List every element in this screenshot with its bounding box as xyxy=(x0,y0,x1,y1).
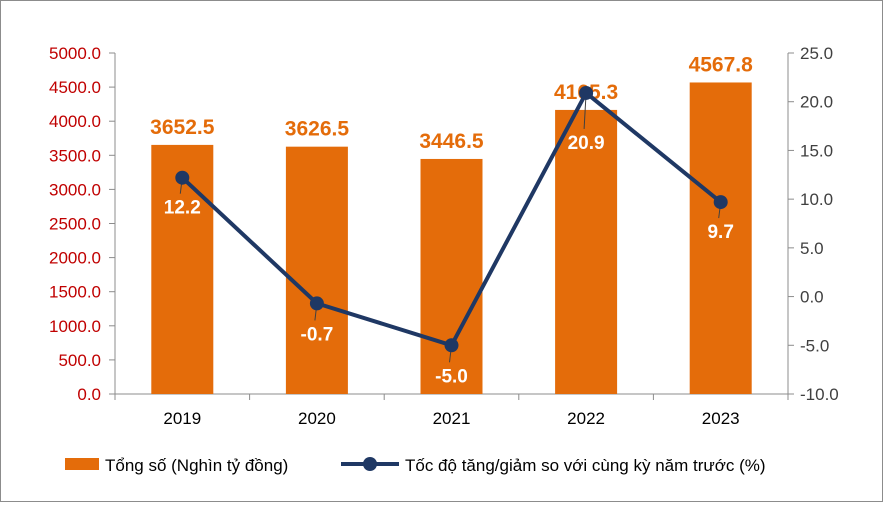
legend-label-line: Tốc độ tăng/giảm so với cùng kỳ năm trướ… xyxy=(405,456,766,475)
line-point xyxy=(309,296,324,311)
right-axis-tick-label: 15.0 xyxy=(800,141,833,160)
left-axis-tick-label: 3000.0 xyxy=(49,180,101,199)
left-axis-tick-label: 2000.0 xyxy=(49,249,101,268)
right-axis-tick-label: 20.0 xyxy=(800,93,833,112)
left-axis-tick-label: 5000.0 xyxy=(49,44,101,63)
left-axis-tick-label: 1500.0 xyxy=(49,283,101,302)
bar xyxy=(689,82,752,394)
legend-label-bar: Tổng số (Nghìn tỷ đồng) xyxy=(105,456,288,475)
legend-swatch-bar xyxy=(65,458,99,470)
bar-data-label: 3626.5 xyxy=(285,118,350,141)
left-axis-tick-label: 3500.0 xyxy=(49,146,101,165)
line-series: 12.2 -0.7 -5.0 20.9 9.7 xyxy=(164,85,734,387)
line-data-label: 20.9 xyxy=(568,133,605,154)
line-point xyxy=(444,338,459,353)
right-axis-tick-label: 0.0 xyxy=(800,288,824,307)
right-axis-tick-label: -5.0 xyxy=(800,336,829,355)
line-data-label: -0.7 xyxy=(301,324,334,345)
x-axis-tick-label: 2023 xyxy=(702,409,740,428)
right-axis: -10.0 -5.0 0.0 5.0 10.0 15.0 20.0 25.0 xyxy=(787,44,839,404)
left-axis-tick-label: 4000.0 xyxy=(49,112,101,131)
right-axis-tick-label: 10.0 xyxy=(800,190,833,209)
left-axis-tick-label: 4500.0 xyxy=(49,78,101,97)
bar xyxy=(151,144,214,394)
right-axis-tick-label: -10.0 xyxy=(800,385,839,404)
line-data-label: 9.7 xyxy=(707,222,733,243)
x-axis-tick-label: 2020 xyxy=(298,409,336,428)
bar xyxy=(555,109,618,394)
x-axis-tick-label: 2019 xyxy=(163,409,201,428)
left-axis-tick-label: 0.0 xyxy=(77,385,101,404)
x-axis-tick-label: 2022 xyxy=(567,409,605,428)
x-axis: 2019 2020 2021 2022 2023 xyxy=(114,393,789,428)
legend-swatch-marker xyxy=(363,457,377,471)
right-axis-tick-label: 25.0 xyxy=(800,44,833,63)
line-point xyxy=(579,85,594,100)
legend: Tổng số (Nghìn tỷ đồng) Tốc độ tăng/giảm… xyxy=(65,456,766,475)
x-axis-tick-label: 2021 xyxy=(433,409,471,428)
bar-data-label: 4567.8 xyxy=(689,53,754,76)
bar-data-label: 3652.5 xyxy=(150,116,215,139)
line-point xyxy=(175,170,190,185)
bar xyxy=(285,146,348,394)
left-axis-tick-label: 2500.0 xyxy=(49,215,101,234)
line-data-label: 12.2 xyxy=(164,198,201,219)
right-axis-tick-label: 5.0 xyxy=(800,239,824,258)
line-point xyxy=(713,195,728,210)
bar-data-label: 3446.5 xyxy=(419,130,484,153)
left-axis-tick-label: 500.0 xyxy=(58,351,101,370)
bar xyxy=(420,158,483,394)
left-axis-tick-label: 1000.0 xyxy=(49,317,101,336)
line-data-label: -5.0 xyxy=(435,366,468,387)
left-axis: 0.0 500.0 1000.0 1500.0 2000.0 2500.0 3000.0 35… xyxy=(49,44,116,404)
